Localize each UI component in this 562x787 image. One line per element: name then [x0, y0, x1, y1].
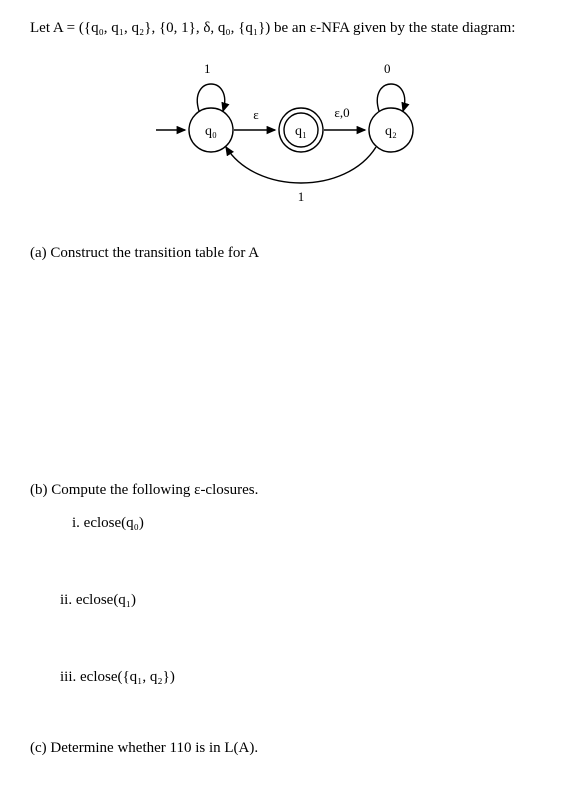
- part-b-iii: iii. eclose({q₁, q₂}): [60, 669, 532, 686]
- part-b-i: i. eclose(q₀): [72, 515, 532, 532]
- state-diagram: q₀ q₁ q₂ 1 0 ε ε,0 1: [116, 55, 446, 215]
- workspace-a: [30, 272, 532, 472]
- loop-q0: [197, 84, 224, 111]
- edge-q1-q2-label: ε,0: [334, 105, 349, 120]
- edge-q0-q1-label: ε: [253, 107, 259, 122]
- workspace-b-ii: [30, 625, 532, 653]
- part-b: (b) Compute the following ε-closures.: [30, 482, 532, 499]
- part-a: (a) Construct the transition table for A: [30, 245, 532, 262]
- loop-q0-label: 1: [204, 61, 211, 76]
- state-q1-label: q₁: [295, 124, 307, 139]
- loop-q2-label: 0: [384, 61, 391, 76]
- loop-q2: [377, 84, 404, 111]
- state-q0-label: q₀: [205, 124, 217, 139]
- workspace-b-i: [30, 548, 532, 576]
- part-b-ii: ii. eclose(q₁): [60, 592, 532, 609]
- problem-intro: Let A = ({q₀, q₁, q₂}, {0, 1}, δ, q₀, {q…: [30, 20, 532, 37]
- part-c: (c) Determine whether 110 is in L(A).: [30, 740, 532, 757]
- state-q2-label: q₂: [385, 124, 397, 139]
- edge-q2-q0-label: 1: [298, 189, 305, 204]
- workspace-b-iii: [30, 702, 532, 730]
